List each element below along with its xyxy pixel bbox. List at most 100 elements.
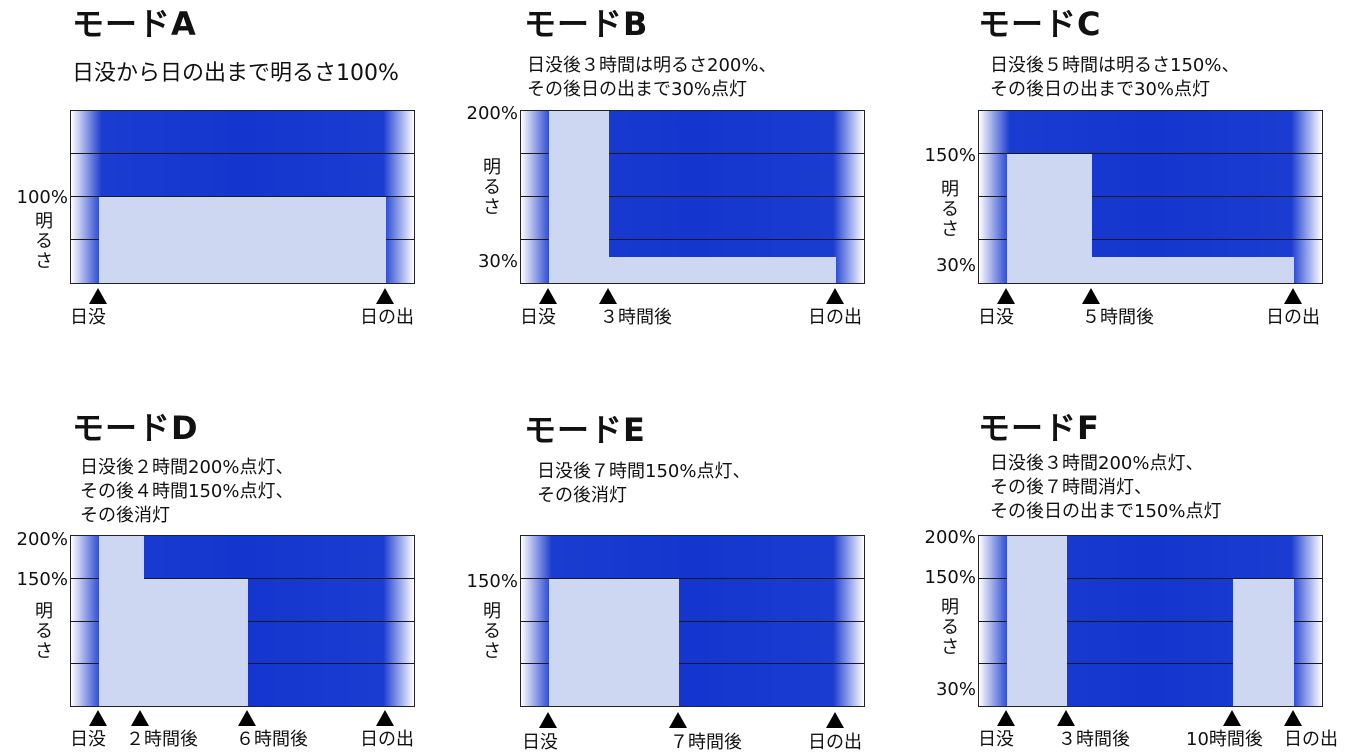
gridline (521, 239, 864, 240)
brightness-axis-label: 明るさ (941, 179, 959, 240)
sunrise-label: 日の出 (1266, 307, 1320, 328)
mode-f-chart (978, 535, 1323, 707)
gridline (71, 153, 414, 154)
sunset-marker-icon (89, 288, 107, 304)
sunset-marker-icon (997, 288, 1015, 304)
sunrise-marker-icon (1284, 288, 1302, 304)
y-tick-150: 150% (924, 145, 976, 166)
brightness-level-200 (99, 536, 144, 706)
gridline (979, 663, 1322, 664)
gridline (71, 196, 414, 197)
hour-2-marker-icon (131, 710, 149, 726)
y-tick-100: 100% (16, 187, 68, 208)
sunset-label: 日没 (70, 729, 106, 750)
hour-7-marker-icon (669, 712, 687, 728)
hour-2-label: ２時間後 (126, 729, 198, 750)
y-tick-200: 200% (16, 529, 68, 550)
mode-f-description-line: その後７時間消灯、 (990, 477, 1152, 498)
gridline (979, 196, 1322, 197)
hour-3-marker-icon (1057, 710, 1075, 726)
mode-e-chart (520, 535, 865, 707)
sunrise-marker-icon (376, 288, 394, 304)
sunrise-label: 日の出 (1284, 729, 1338, 750)
sunrise-label: 日の出 (808, 732, 862, 753)
gridline (979, 578, 1322, 579)
brightness-level-200 (1007, 536, 1067, 706)
gridline (521, 663, 864, 664)
hour-3-marker-icon (599, 288, 617, 304)
brightness-axis-label: 明るさ (483, 601, 501, 662)
hour-10-marker-icon (1223, 710, 1241, 726)
sunset-marker-icon (89, 710, 107, 726)
hour-10-label: 10時間後 (1186, 729, 1263, 750)
sunset-label: 日没 (70, 307, 106, 328)
hour-6-label: ６時間後 (236, 729, 308, 750)
sunrise-marker-icon (826, 288, 844, 304)
gridline (521, 153, 864, 154)
y-tick-30: 30% (935, 679, 976, 700)
y-tick-150: 150% (924, 567, 976, 588)
mode-b-description-line: 日没後３時間は明るさ200%、 (527, 55, 777, 76)
y-tick-30: 30% (935, 255, 976, 276)
gridline (521, 578, 864, 579)
gridline (521, 196, 864, 197)
sunset-marker-icon (539, 712, 557, 728)
gridline (979, 621, 1322, 622)
sunset-label: 日没 (520, 307, 556, 328)
mode-c-title: モードC (978, 5, 1102, 43)
brightness-axis-label: 明るさ (35, 601, 53, 662)
mode-d-description-line: 日没後２時間200%点灯、 (80, 457, 294, 478)
sunset-marker-icon (539, 288, 557, 304)
mode-d-description: 日没後２時間200%点灯、 その後４時間150%点灯、 その後消灯 (80, 456, 293, 528)
gridline (71, 578, 414, 579)
sunrise-marker-icon (826, 712, 844, 728)
mode-a-chart (70, 110, 415, 284)
mode-b-chart (520, 110, 865, 284)
brightness-level-30 (609, 257, 836, 283)
mode-d-chart (70, 535, 415, 707)
y-tick-200: 200% (466, 103, 518, 124)
brightness-level-100 (99, 197, 386, 283)
mode-e-description: 日没後７時間150%点灯、 その後消灯 (537, 460, 750, 508)
sunrise-marker-icon (1284, 710, 1302, 726)
sunrise-label: 日の出 (360, 729, 414, 750)
mode-e-description-line: その後消灯 (537, 485, 627, 506)
gridline (979, 239, 1322, 240)
brightness-level-150 (144, 579, 248, 706)
mode-f-description-line: その後日の出まで150%点灯 (990, 501, 1222, 522)
hour-5-marker-icon (1082, 288, 1100, 304)
mode-d-title: モードD (72, 409, 199, 447)
mode-e-description-line: 日没後７時間150%点灯、 (537, 461, 751, 482)
mode-c-description-line: 日没後５時間は明るさ150%、 (990, 55, 1240, 76)
brightness-level-150 (1007, 154, 1092, 283)
mode-d-description-line: その後消灯 (80, 505, 170, 526)
gridline (979, 153, 1322, 154)
brightness-level-200 (549, 111, 609, 283)
brightness-level-150 (549, 579, 679, 706)
hour-5-label: ５時間後 (1082, 307, 1154, 328)
brightness-level-30 (1092, 257, 1294, 283)
mode-a-description-line: 日没から日の出まで明るさ100% (72, 61, 399, 86)
mode-c-description-line: その後日の出まで30%点灯 (990, 79, 1211, 100)
hour-7-label: ７時間後 (670, 732, 742, 753)
mode-e-title: モードE (524, 411, 646, 449)
y-tick-150: 150% (16, 569, 68, 590)
sunset-label: 日没 (978, 729, 1014, 750)
mode-d-description-line: その後４時間150%点灯、 (80, 481, 294, 502)
mode-f-title: モードF (978, 409, 1100, 447)
mode-b-description-line: その後日の出まで30%点灯 (527, 79, 748, 100)
brightness-axis-label: 明るさ (483, 157, 501, 218)
mode-f-description-line: 日没後３時間200%点灯、 (990, 453, 1204, 474)
y-tick-150: 150% (466, 571, 518, 592)
mode-b-title: モードB (524, 5, 649, 43)
brightness-axis-label: 明るさ (35, 211, 53, 272)
mode-c-chart (978, 110, 1323, 284)
sunrise-label: 日の出 (808, 307, 862, 328)
mode-f-description: 日没後３時間200%点灯、 その後７時間消灯、 その後日の出まで150%点灯 (990, 452, 1221, 524)
mode-a-title: モードA (72, 5, 197, 43)
mode-c-description: 日没後５時間は明るさ150%、 その後日の出まで30%点灯 (990, 54, 1239, 102)
sunset-label: 日没 (522, 732, 558, 753)
sunrise-label: 日の出 (360, 307, 414, 328)
sunset-marker-icon (997, 710, 1015, 726)
sunrise-marker-icon (376, 710, 394, 726)
